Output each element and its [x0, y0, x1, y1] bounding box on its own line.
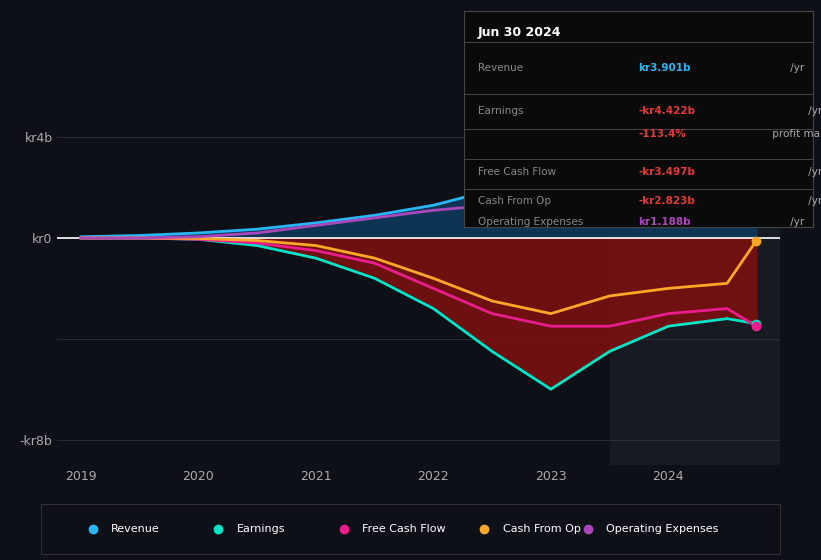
Text: /yr: /yr [787, 217, 805, 227]
Text: Cash From Op: Cash From Op [502, 524, 580, 534]
Text: -kr3.497b: -kr3.497b [639, 167, 695, 177]
Text: Revenue: Revenue [112, 524, 160, 534]
Text: Cash From Op: Cash From Op [478, 196, 551, 206]
Text: Earnings: Earnings [237, 524, 286, 534]
Text: Free Cash Flow: Free Cash Flow [478, 167, 556, 177]
Text: /yr: /yr [805, 167, 821, 177]
Text: /yr: /yr [805, 196, 821, 206]
Text: /yr: /yr [787, 63, 805, 73]
Text: kr1.188b: kr1.188b [639, 217, 691, 227]
Text: Jun 30 2024: Jun 30 2024 [478, 26, 562, 39]
Text: Operating Expenses: Operating Expenses [606, 524, 718, 534]
Text: Free Cash Flow: Free Cash Flow [363, 524, 446, 534]
Text: Operating Expenses: Operating Expenses [478, 217, 583, 227]
Bar [610, 112, 786, 465]
Text: -kr2.823b: -kr2.823b [639, 196, 695, 206]
Text: /yr: /yr [805, 106, 821, 116]
Text: kr3.901b: kr3.901b [639, 63, 690, 73]
Text: -113.4%: -113.4% [639, 129, 686, 139]
Text: -kr4.422b: -kr4.422b [639, 106, 695, 116]
Text: Revenue: Revenue [478, 63, 523, 73]
Text: profit margin: profit margin [768, 129, 821, 139]
Text: Earnings: Earnings [478, 106, 523, 116]
